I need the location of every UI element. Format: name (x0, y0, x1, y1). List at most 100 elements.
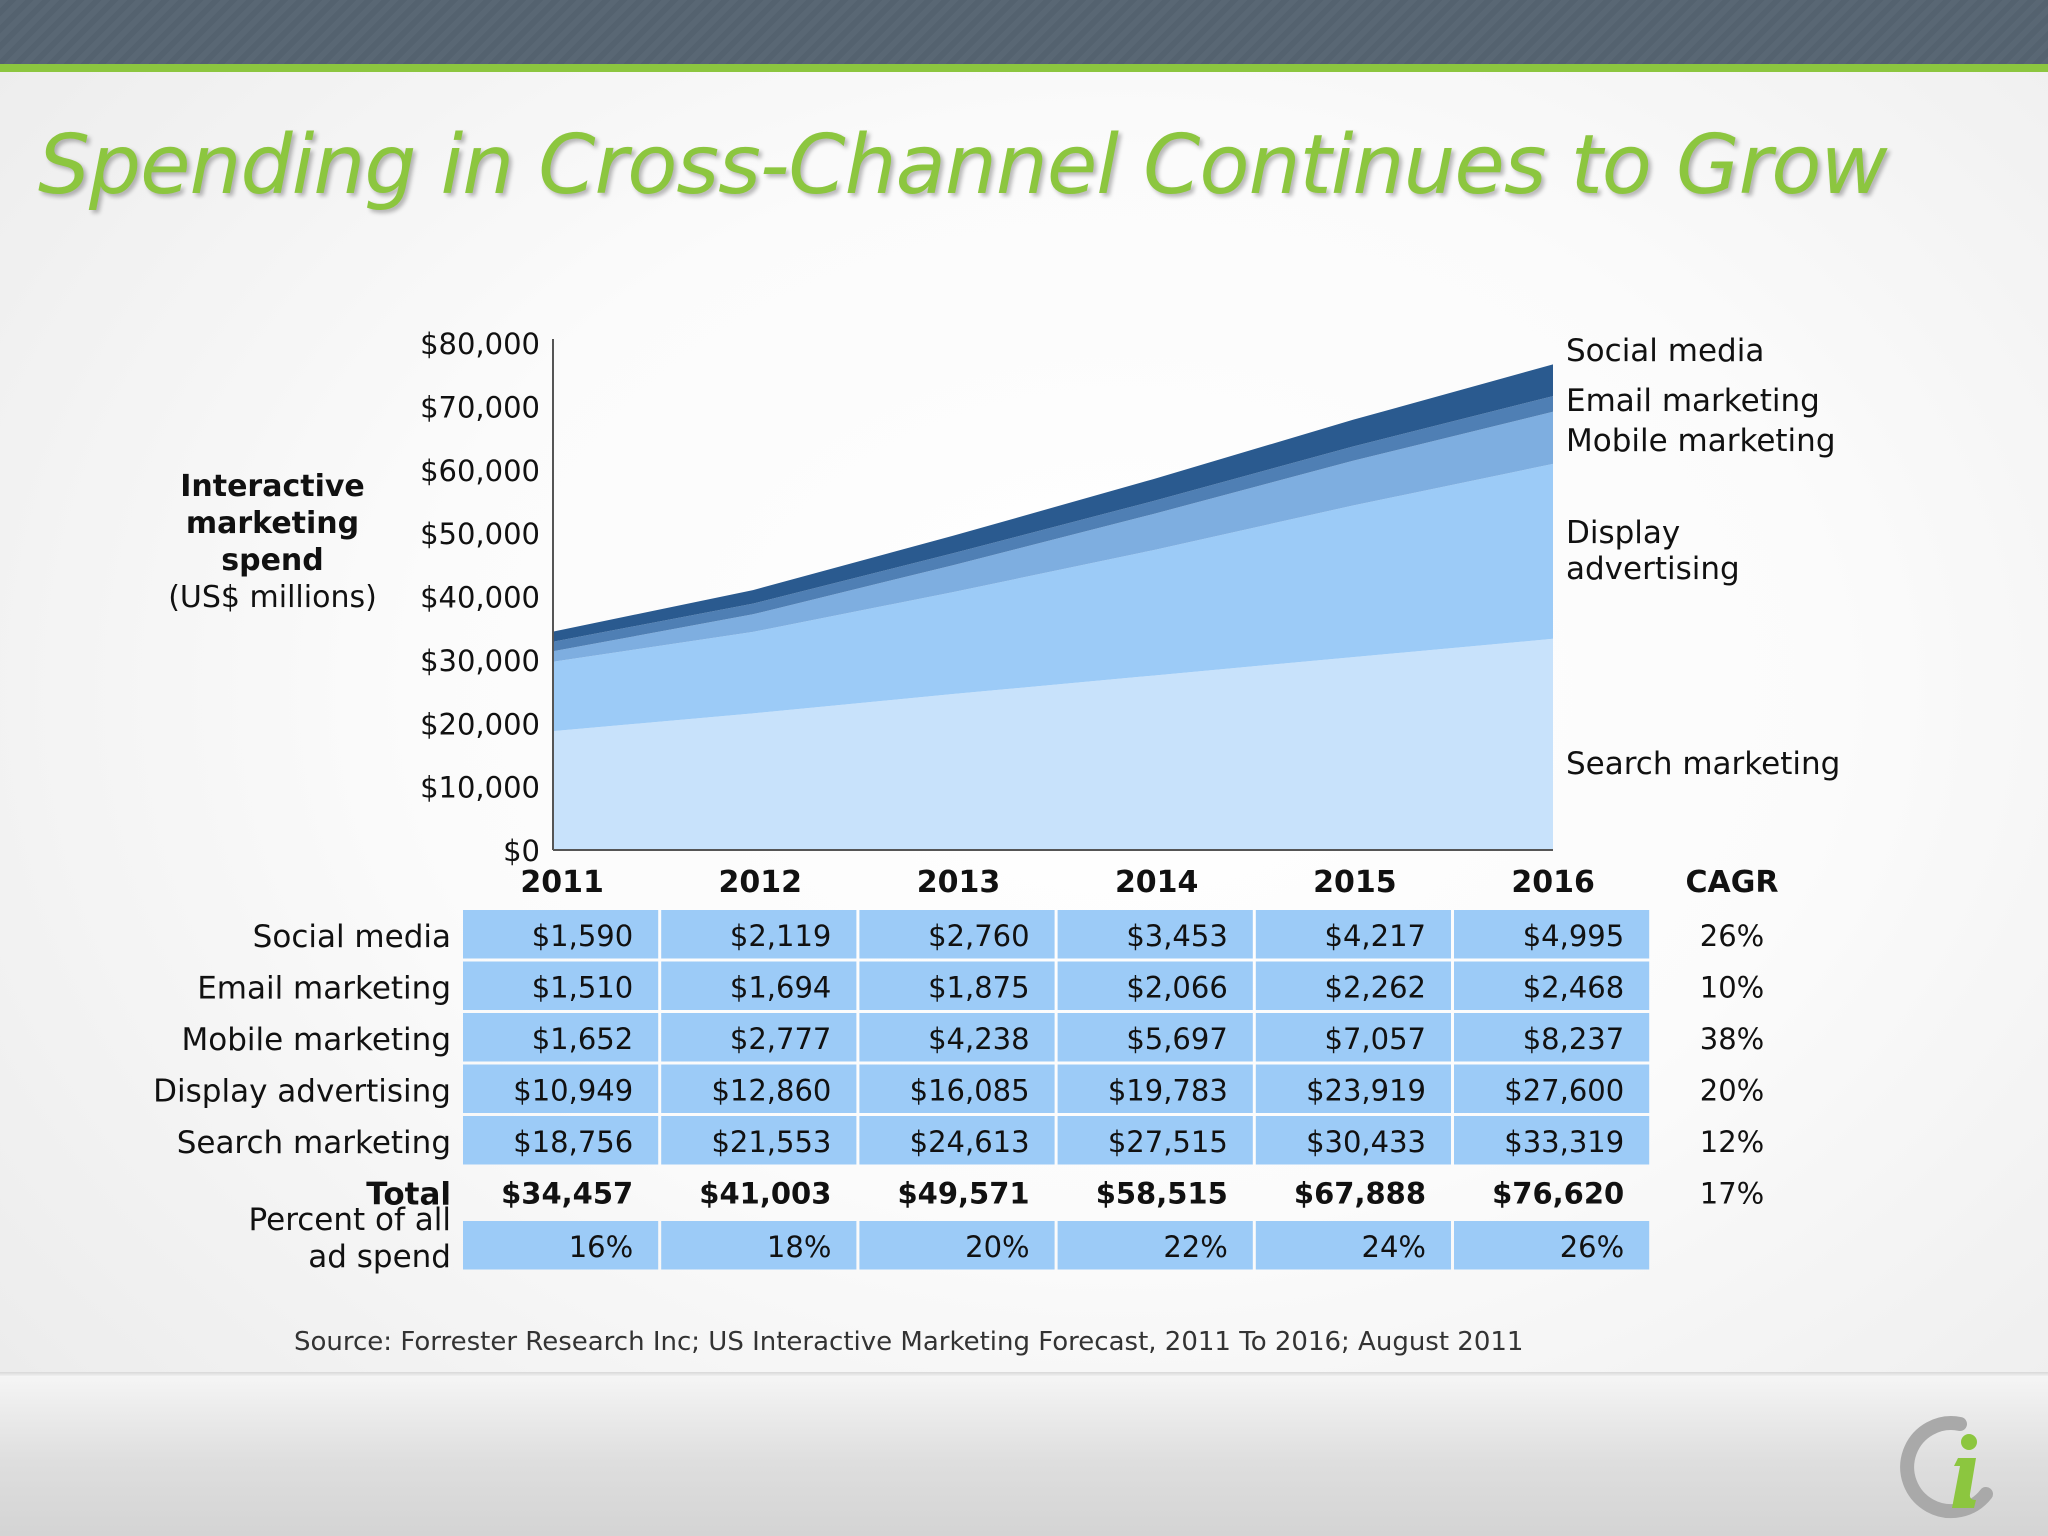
percent-value: 18% (767, 1230, 831, 1264)
row-label-email-marketing: Email marketing (197, 970, 451, 1006)
table-cell-bg (661, 910, 857, 959)
y-tick-label: $70,000 (420, 390, 540, 424)
percent-value: 16% (569, 1230, 633, 1264)
slide-title: Spending in Cross-Channel Continues to G… (38, 118, 1888, 213)
y-axis-label: Interactive marketing spend (US$ million… (150, 468, 395, 616)
table-cell-bg (1255, 1064, 1451, 1113)
table-cell-bg (859, 910, 1055, 959)
series-label-display-advertising: advertising (1566, 551, 1740, 587)
table-cell-bg (661, 961, 857, 1010)
row-label-percent-of-ad-spend: Percent of all (249, 1202, 451, 1238)
table-cell-bg (1255, 961, 1451, 1010)
table-cell-bg (463, 1116, 659, 1165)
row-label-display-advertising: Display advertising (153, 1073, 451, 1109)
cagr-value: 17% (1700, 1176, 1764, 1210)
y-tick-label: $30,000 (420, 644, 540, 678)
table-cell-bg (1454, 961, 1650, 1010)
x-tick-label: 2011 (520, 865, 604, 900)
table-cell-bg (1057, 1116, 1253, 1165)
x-tick-label: 2014 (1115, 865, 1199, 900)
row-label-search-marketing: Search marketing (177, 1125, 451, 1161)
company-logo-icon (1900, 1416, 1993, 1519)
table-cell-value: $24,613 (910, 1125, 1030, 1159)
table-cell-bg (1057, 1221, 1253, 1270)
cagr-value: 10% (1700, 970, 1764, 1004)
y-tick-label: $60,000 (420, 454, 540, 488)
y-tick-label: $20,000 (420, 707, 540, 741)
y-axis-label-line3: spend (221, 543, 324, 578)
table-cell-value: $18,756 (513, 1125, 633, 1159)
y-tick-label: $80,000 (420, 327, 540, 361)
area-display-advertising (553, 463, 1553, 732)
series-label-mobile-marketing: Mobile marketing (1566, 423, 1836, 459)
cagr-value: 12% (1700, 1125, 1764, 1159)
table-cell-value: $27,515 (1108, 1125, 1228, 1159)
series-label-search-marketing: Search marketing (1566, 746, 1840, 782)
percent-value: 26% (1560, 1230, 1624, 1264)
table-cell-bg (1255, 1221, 1451, 1270)
table-cell-value: $1,694 (730, 970, 831, 1004)
table-cell-value: $27,600 (1504, 1073, 1624, 1107)
table-cell-bg (1454, 1064, 1650, 1113)
table-cell-bg (1255, 1116, 1451, 1165)
table-cell-bg (1057, 961, 1253, 1010)
table-cell-bg (661, 1116, 857, 1165)
y-axis-label-line2: marketing (185, 506, 360, 541)
y-axis-label-line1: Interactive (180, 469, 365, 504)
cagr-value: 20% (1700, 1073, 1764, 1107)
x-tick-label: 2013 (917, 865, 1001, 900)
y-tick-label: $0 (503, 834, 540, 868)
table-cell-value: $2,468 (1523, 970, 1624, 1004)
table-cell-bg (1057, 1013, 1253, 1062)
footer-band (0, 1372, 2048, 1536)
table-cell-bg (1057, 1064, 1253, 1113)
table-cell-bg (463, 961, 659, 1010)
total-value: $34,457 (501, 1176, 633, 1210)
table-cell-bg (1454, 1221, 1650, 1270)
area-email-marketing (553, 396, 1553, 652)
table-cell-value: $12,860 (711, 1073, 831, 1107)
series-label-social-media: Social media (1566, 333, 1764, 369)
table-cell-bg (1454, 910, 1650, 959)
header-bar (0, 0, 2048, 64)
total-value: $58,515 (1096, 1176, 1228, 1210)
table-cell-value: $1,510 (532, 970, 633, 1004)
percent-value: 22% (1163, 1230, 1227, 1264)
total-value: $67,888 (1294, 1176, 1426, 1210)
total-value: $76,620 (1492, 1176, 1624, 1210)
area-social-media (553, 364, 1553, 642)
table-cell-value: $16,085 (910, 1073, 1030, 1107)
table-cell-bg (463, 910, 659, 959)
cagr-value: 38% (1700, 1022, 1764, 1056)
table-cell-bg (661, 1064, 857, 1113)
area-search-marketing (553, 638, 1553, 850)
table-cell-bg (1255, 1013, 1451, 1062)
row-label-total: Total (366, 1176, 451, 1212)
table-cell-value: $1,590 (532, 919, 633, 953)
table-cell-value: $2,066 (1126, 970, 1227, 1004)
row-label-mobile-marketing: Mobile marketing (182, 1022, 452, 1058)
y-axis-label-unit: (US$ millions) (168, 580, 377, 615)
table-cell-bg (661, 1013, 857, 1062)
table-cell-value: $30,433 (1306, 1125, 1426, 1159)
table-cell-bg (463, 1221, 659, 1270)
row-label-percent-of-ad-spend: ad spend (308, 1239, 451, 1275)
table-cell-bg (661, 1221, 857, 1270)
table-cell-value: $8,237 (1523, 1022, 1624, 1056)
table-cell-bg (1454, 1116, 1650, 1165)
percent-value: 24% (1362, 1230, 1426, 1264)
table-cell-bg (463, 1064, 659, 1113)
total-value: $49,571 (898, 1176, 1030, 1210)
table-cell-value: $10,949 (513, 1073, 633, 1107)
table-cell-value: $3,453 (1126, 919, 1227, 953)
table-cell-bg (1057, 910, 1253, 959)
table-cell-bg (859, 1064, 1055, 1113)
table-cell-value: $1,875 (928, 970, 1029, 1004)
table-cell-value: $21,553 (711, 1125, 831, 1159)
table-cell-bg (859, 1013, 1055, 1062)
table-cell-value: $23,919 (1306, 1073, 1426, 1107)
table-cell-bg (859, 1116, 1055, 1165)
table-cell-bg (463, 1013, 659, 1062)
table-cell-value: $2,760 (928, 919, 1029, 953)
